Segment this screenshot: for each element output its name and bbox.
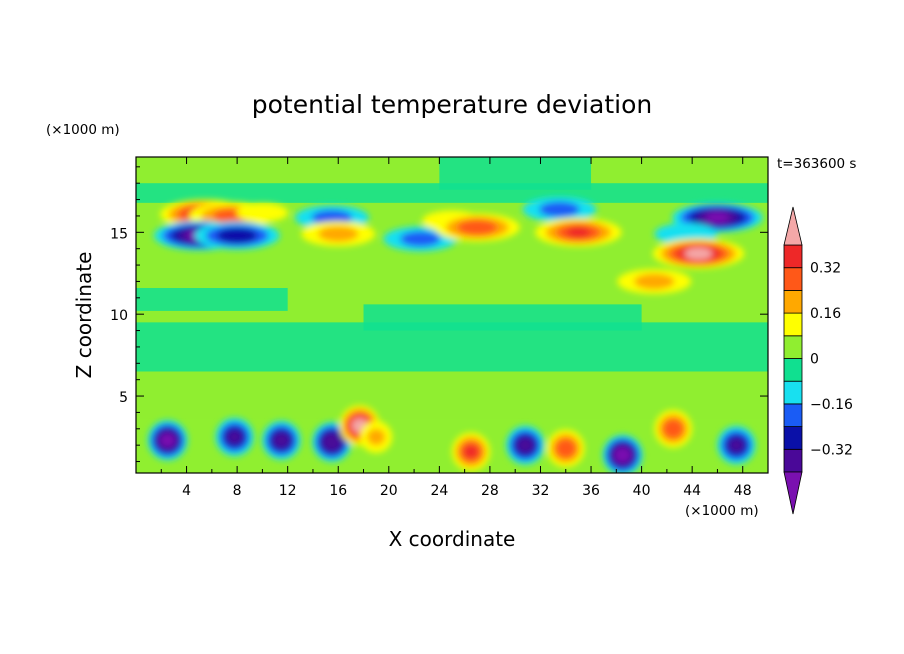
colorbar-tick-label: −0.16	[810, 397, 853, 413]
contour-level	[311, 209, 353, 226]
contour-features	[147, 196, 763, 473]
x-tick-label: 48	[734, 483, 752, 499]
x-tick-label: 32	[532, 483, 550, 499]
contour-level	[662, 418, 684, 439]
contour-level	[633, 273, 675, 290]
contour-level	[400, 231, 441, 247]
field-band	[439, 157, 592, 190]
x-unit-label: (×1000 m)	[685, 503, 759, 519]
contour-level	[216, 227, 258, 244]
contour-level	[317, 226, 359, 242]
contour-level	[160, 433, 175, 447]
contour-level	[463, 445, 479, 459]
y-tick-label: 5	[119, 390, 128, 406]
plot-area	[136, 157, 768, 473]
x-tick-label: 28	[481, 483, 499, 499]
field-band	[363, 304, 642, 331]
contour-level	[705, 212, 730, 223]
field-band	[136, 183, 768, 203]
contour-level	[517, 437, 534, 453]
contour-level	[227, 430, 242, 444]
time-label: t=363600 s	[777, 156, 856, 172]
x-tick-label: 36	[582, 483, 600, 499]
x-tick-label: 4	[182, 483, 191, 499]
field-band	[136, 287, 288, 311]
x-tick-label: 16	[329, 483, 347, 499]
colorbar-min-arrow	[783, 471, 803, 515]
x-tick-label: 20	[380, 483, 398, 499]
plot-frame	[135, 156, 769, 474]
y-unit-label: (×1000 m)	[46, 122, 120, 138]
x-tick-label: 8	[233, 483, 242, 499]
colorbar-segment	[783, 289, 803, 314]
colorbar-tick-label: 0	[810, 352, 819, 368]
x-axis-ticks: 4 8 12 16 20 24 28 32 36 40 44 48	[160, 157, 752, 499]
colorbar-tick-label: 0.16	[810, 306, 841, 322]
contour-level	[684, 247, 713, 260]
x-tick-label: 12	[279, 483, 297, 499]
y-tick-label: 15	[110, 226, 128, 242]
contour-level	[729, 438, 744, 452]
contour-level	[273, 432, 290, 448]
colorbar-segment	[783, 267, 803, 291]
x-axis-title: X coordinate	[389, 527, 516, 551]
contour-level	[566, 226, 591, 238]
colorbar-max-arrow	[783, 206, 803, 246]
contour-level	[555, 438, 577, 459]
colorbar-tick-label: 0.32	[810, 261, 841, 277]
colorbar-segment	[783, 426, 803, 450]
y-axis-ticks: 5 10 15	[110, 166, 768, 463]
colorbar-segment	[783, 358, 803, 382]
y-tick-label: 10	[110, 308, 128, 324]
colorbar-segment	[783, 312, 803, 337]
x-tick-label: 24	[430, 483, 448, 499]
x-tick-label: 44	[683, 483, 701, 499]
contour-level	[539, 201, 580, 218]
colorbar-segment	[783, 380, 803, 405]
x-tick-label: 40	[633, 483, 651, 499]
contour-level	[236, 203, 289, 222]
colorbar-segment	[783, 403, 803, 427]
colorbar-tick-label: −0.32	[810, 442, 853, 458]
contour-level	[322, 432, 342, 451]
contour-level	[614, 447, 631, 463]
colorbar-segment	[783, 335, 803, 359]
contour-level	[367, 428, 386, 446]
y-axis-title: Z coordinate	[72, 252, 96, 379]
colorbar-segment	[783, 448, 803, 473]
contour-level	[457, 219, 498, 236]
colorbar-segment	[783, 244, 803, 269]
colorbar: −0.32 −0.16 0 0.16 0.32	[783, 206, 853, 515]
chart-title: potential temperature deviation	[252, 90, 652, 119]
